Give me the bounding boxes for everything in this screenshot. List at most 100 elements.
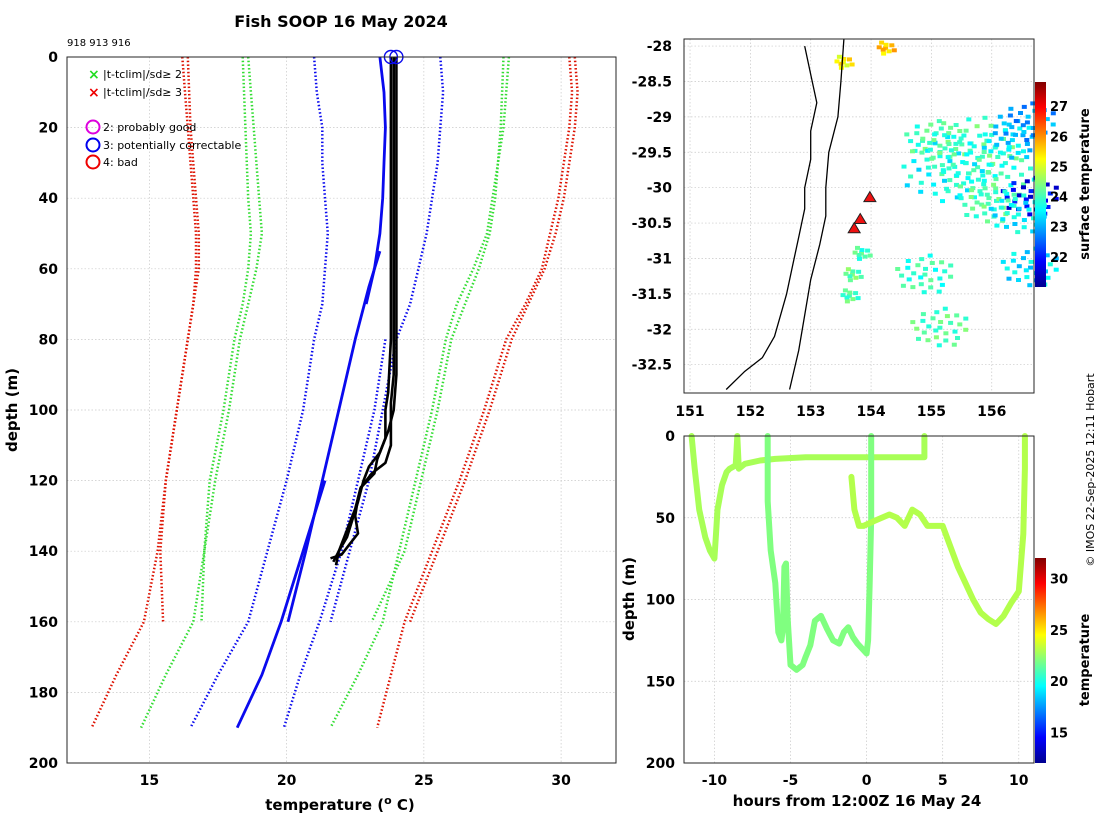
- timeseries-colorbar-tick-label: 20: [1050, 675, 1068, 690]
- sst-pixel: [1047, 262, 1053, 267]
- timeseries-series: [688, 433, 1028, 673]
- sst-pixel: [900, 283, 906, 288]
- sst-pixel: [998, 136, 1004, 141]
- sst-pixel: [904, 183, 910, 188]
- sst-pixel: [920, 312, 926, 317]
- sst-pixel: [926, 324, 932, 329]
- profile-line--3-sd-2: [408, 56, 579, 623]
- sst-pixel: [945, 189, 951, 194]
- sst-pixel: [1015, 150, 1021, 155]
- sst-pixel: [853, 275, 859, 280]
- profile-xtick-label: 15: [140, 773, 159, 789]
- sst-pixel: [1021, 182, 1026, 187]
- sst-pixel: [1021, 149, 1026, 154]
- sst-pixel: [994, 142, 1000, 147]
- sst-pixel: [1024, 204, 1030, 209]
- profile-line-clim-mean-2: [286, 250, 382, 623]
- profile-ytick-label: 140: [29, 544, 58, 560]
- sst-pixel: [1053, 267, 1059, 272]
- shelf-contour: [788, 38, 845, 390]
- sst-pixel: [920, 138, 925, 143]
- sst-pixel: [1005, 198, 1011, 203]
- sst-pixel: [1027, 212, 1033, 217]
- profile-ticks: 15 20 25 30 0 20 40 60 80 100 120 140 160 180 200: [29, 50, 571, 789]
- sst-pixel: [847, 278, 853, 283]
- sst-pixel: [1024, 155, 1030, 160]
- sst-pixel: [981, 204, 987, 209]
- sst-pixel: [856, 253, 862, 257]
- sst-pixel: [842, 288, 848, 293]
- profile-ytick-label: 20: [39, 121, 59, 137]
- sst-pixel: [939, 163, 945, 168]
- sst-pixel: [924, 157, 930, 162]
- timeseries-track-1: [688, 433, 928, 562]
- sst-pixel: [1024, 250, 1030, 255]
- sst-pixel: [847, 274, 853, 279]
- sst-pixel: [975, 165, 981, 170]
- sst-pixel: [841, 57, 847, 61]
- profile-xlabel: temperature (o C): [265, 794, 415, 815]
- profile-ytick-label: 60: [39, 262, 59, 278]
- legend-circle-correctable-icon: [85, 137, 101, 153]
- sst-pixel: [977, 133, 983, 138]
- timeseries-track-3: [848, 433, 1028, 627]
- profile-line--1-sd-1: [189, 56, 330, 729]
- map-colorbar-tick-label: 27: [1050, 100, 1068, 115]
- sst-pixel: [939, 172, 945, 177]
- sst-pixel: [1011, 203, 1017, 208]
- timeseries-ytick-label: 0: [665, 429, 675, 445]
- sst-pixel: [1004, 266, 1010, 271]
- sst-pixel: [937, 150, 943, 155]
- sst-pixel: [1012, 199, 1018, 204]
- sst-pixel: [1005, 140, 1011, 145]
- map-axes-box: [683, 38, 1035, 394]
- sst-pixel: [956, 151, 962, 156]
- sst-pixel: [927, 147, 933, 152]
- timeseries-xtick-label: 10: [1009, 773, 1029, 789]
- timeseries-xtick-label: -10: [702, 773, 728, 789]
- sst-pixel: [933, 335, 939, 340]
- sst-pixel: [1053, 196, 1059, 201]
- sst-pixel: [1030, 101, 1036, 106]
- sst-pixel: [1021, 225, 1027, 230]
- sst-pixel: [1004, 211, 1010, 216]
- sst-pixel: [951, 152, 957, 157]
- sst-pixel: [908, 174, 914, 179]
- coastline: [725, 45, 818, 390]
- sst-pixel: [948, 263, 954, 268]
- profile-line-profile-913: [334, 57, 395, 566]
- sst-pixel: [984, 192, 990, 197]
- sst-pixel: [934, 310, 940, 315]
- sst-pixel: [931, 182, 937, 187]
- station-triangle-icon: [862, 190, 877, 203]
- sst-pixel: [1006, 147, 1012, 152]
- sst-pixel: [911, 271, 917, 276]
- profile-grid: [67, 56, 616, 764]
- sst-pixel: [937, 276, 943, 281]
- sst-pixel: [920, 136, 926, 141]
- sst-pixel: [918, 275, 924, 280]
- sst-pixel: [1011, 192, 1017, 197]
- map-colorbar-tick-label: 26: [1050, 130, 1068, 145]
- map-xtick-label: 154: [856, 404, 885, 420]
- sst-pixel: [840, 293, 846, 298]
- sst-pixel: [930, 316, 936, 321]
- sst-pixel: [1011, 181, 1017, 186]
- sst-pixel: [951, 342, 957, 347]
- sst-pixel: [932, 164, 938, 169]
- sst-pixel: [1006, 145, 1012, 150]
- sst-pixel: [844, 63, 850, 68]
- sst-pixel: [948, 274, 954, 279]
- sst-pixel: [908, 139, 914, 144]
- sst-pixel: [1016, 206, 1022, 211]
- sst-pixel: [1002, 189, 1008, 194]
- sst-pixel: [895, 267, 901, 271]
- profile-xtick-label: 20: [277, 773, 297, 789]
- profile-line--3-sd-1: [375, 56, 574, 729]
- sst-pixel: [1024, 179, 1030, 184]
- sst-pixel: [1012, 197, 1018, 201]
- sst-pixel: [992, 145, 998, 150]
- sst-pixel: [958, 196, 964, 201]
- sst-pixel: [973, 214, 979, 219]
